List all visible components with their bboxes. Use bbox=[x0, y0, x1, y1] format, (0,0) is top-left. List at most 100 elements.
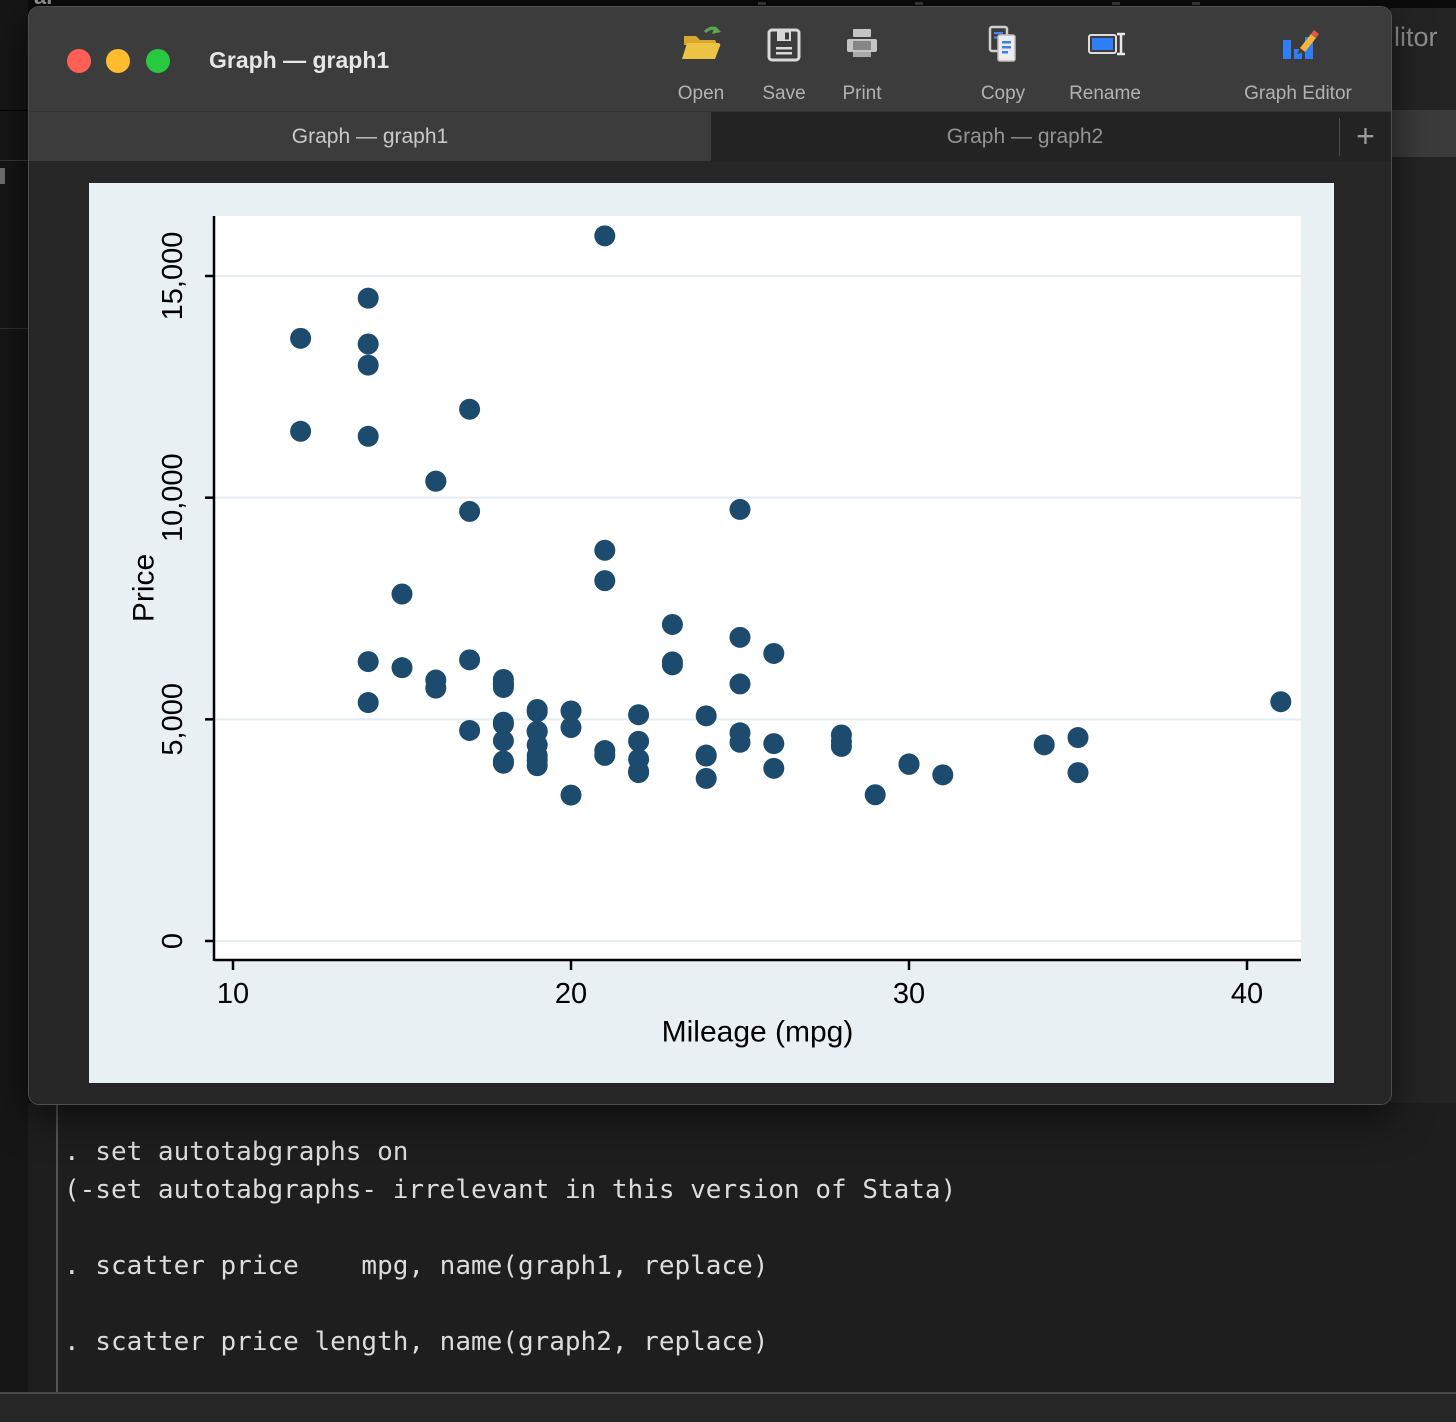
scatter-point bbox=[425, 470, 447, 492]
divider bbox=[0, 110, 28, 111]
divider bbox=[0, 328, 28, 329]
y-tick-label: 15,000 bbox=[157, 232, 189, 321]
minimize-button[interactable] bbox=[106, 49, 130, 73]
scatter-point bbox=[1067, 727, 1089, 749]
rename-button[interactable]: Rename bbox=[1055, 23, 1155, 109]
plot-region bbox=[214, 216, 1301, 961]
graph-editor-button[interactable]: Graph Editor bbox=[1233, 23, 1363, 109]
scatter-point bbox=[492, 730, 514, 752]
scatter-point bbox=[594, 570, 616, 592]
scatter-point bbox=[459, 649, 481, 671]
y-tick-label: 10,000 bbox=[157, 453, 189, 542]
console-left-border bbox=[56, 1103, 58, 1392]
scatter-point bbox=[357, 651, 379, 673]
open-label: Open bbox=[677, 83, 725, 104]
background-fragment bbox=[0, 168, 5, 184]
background-speck bbox=[758, 2, 766, 5]
background-speck bbox=[1192, 2, 1200, 5]
background-speck bbox=[1112, 2, 1120, 5]
scatter-point bbox=[459, 398, 481, 420]
tab-divider bbox=[1339, 118, 1340, 156]
console-line: . set autotabgraphs on bbox=[64, 1137, 409, 1167]
scatter-point bbox=[492, 750, 514, 772]
scatter-point bbox=[357, 425, 379, 447]
scatter-point bbox=[492, 711, 514, 733]
print-label: Print bbox=[842, 83, 882, 104]
zoom-button[interactable] bbox=[146, 49, 170, 73]
new-tab-button[interactable]: + bbox=[1356, 118, 1375, 154]
background-partial-text: litor bbox=[1394, 22, 1438, 52]
results-console[interactable]: . set autotabgraphs on (-set autotabgrap… bbox=[28, 1103, 1456, 1392]
scatter-point bbox=[763, 642, 785, 664]
scatter-point bbox=[932, 764, 954, 786]
scatter-point bbox=[695, 767, 717, 789]
background-speck bbox=[915, 2, 923, 5]
save-label: Save bbox=[762, 83, 806, 104]
scatter-point bbox=[594, 740, 616, 762]
background-left-column bbox=[0, 0, 28, 1392]
scatter-point bbox=[459, 500, 481, 522]
copy-icon bbox=[988, 25, 1016, 62]
x-tick-label: 30 bbox=[893, 978, 925, 1010]
scatter-point bbox=[357, 333, 379, 355]
y-axis-title: Price bbox=[128, 554, 161, 622]
console-line: (-set autotabgraphs- irrelevant in this … bbox=[64, 1175, 957, 1205]
graph-window: Graph — graph1 Open Save bbox=[28, 6, 1392, 1105]
copy-button[interactable]: Copy bbox=[958, 23, 1048, 109]
y-tick-label: 0 bbox=[157, 933, 189, 949]
background-bottom-strip bbox=[0, 1392, 1456, 1422]
copy-label: Copy bbox=[980, 83, 1026, 104]
scatter-point bbox=[290, 327, 312, 349]
scatter-point bbox=[357, 287, 379, 309]
console-line: . scatter price mpg, name(graph1, replac… bbox=[64, 1251, 769, 1281]
y-tick-label: 5,000 bbox=[157, 683, 189, 756]
scatter-point bbox=[459, 719, 481, 741]
graph-editor-label: Graph Editor bbox=[1244, 83, 1352, 104]
divider bbox=[0, 160, 28, 161]
scatter-point bbox=[729, 673, 751, 695]
scatter-point bbox=[729, 626, 751, 648]
print-icon bbox=[847, 29, 877, 57]
scatter-point bbox=[391, 583, 413, 605]
graph-editor-icon bbox=[1283, 30, 1319, 59]
open-folder-icon bbox=[682, 26, 721, 59]
scatter-point bbox=[628, 730, 650, 752]
scatter-point bbox=[492, 676, 514, 698]
scatter-point bbox=[425, 669, 447, 691]
scatter-point bbox=[864, 784, 886, 806]
tab-graph1[interactable]: Graph — graph1 bbox=[29, 112, 711, 162]
scatter-point bbox=[695, 705, 717, 727]
scatter-point bbox=[1033, 734, 1055, 756]
open-button[interactable]: Open bbox=[656, 23, 746, 109]
save-floppy-icon bbox=[767, 28, 801, 62]
titlebar[interactable]: Graph — graph1 Open Save bbox=[29, 7, 1391, 111]
scatter-point bbox=[661, 654, 683, 676]
graph-canvas: 0 5,000 10,000 15,000 10 20 30 40 Mileage (mpg) P… bbox=[89, 183, 1334, 1083]
scatter-point bbox=[661, 613, 683, 635]
background-band bbox=[1390, 110, 1456, 157]
scatter-point bbox=[560, 700, 582, 722]
scatter-point bbox=[1270, 691, 1292, 713]
scatter-point bbox=[594, 539, 616, 561]
tab-graph2-label: Graph — graph2 bbox=[946, 125, 1104, 148]
tab-graph1-label: Graph — graph1 bbox=[291, 125, 449, 148]
close-button[interactable] bbox=[67, 49, 91, 73]
scatter-point bbox=[290, 420, 312, 442]
scatter-point bbox=[1067, 762, 1089, 784]
scatter-point bbox=[628, 704, 650, 726]
print-button[interactable]: Print bbox=[817, 23, 907, 109]
scatter-point bbox=[729, 498, 751, 520]
background-right-column: litor bbox=[1390, 8, 1456, 1103]
scatter-point bbox=[594, 225, 616, 247]
background-clipped-text: al bbox=[34, 0, 52, 10]
scatter-plot: 0 5,000 10,000 15,000 10 20 30 40 Mileage (mpg) P… bbox=[128, 216, 1301, 1049]
scatter-point bbox=[898, 753, 920, 775]
tab-graph2[interactable]: Graph — graph2 bbox=[711, 112, 1339, 162]
scatter-point bbox=[560, 784, 582, 806]
rename-label: Rename bbox=[1069, 83, 1141, 104]
scatter-point bbox=[357, 354, 379, 376]
x-tick-label: 40 bbox=[1231, 978, 1263, 1010]
save-button[interactable]: Save bbox=[739, 23, 829, 109]
console-line: . scatter price length, name(graph2, rep… bbox=[64, 1327, 769, 1357]
scatter-point bbox=[830, 731, 852, 753]
